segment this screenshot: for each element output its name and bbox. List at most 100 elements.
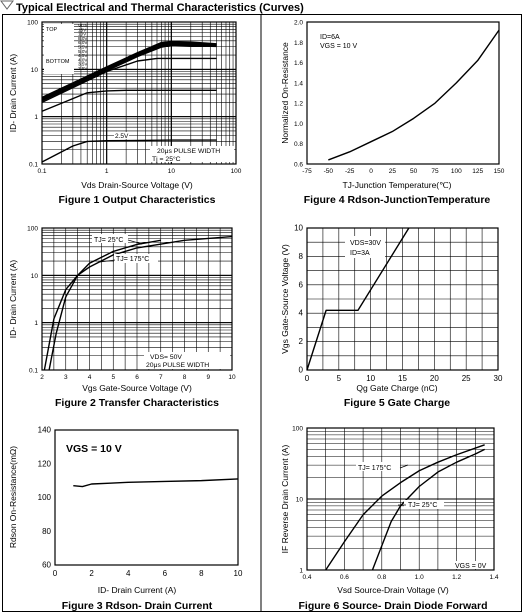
x-tick-label: 100 (231, 168, 242, 175)
legend-entry: VGS (78, 23, 88, 28)
x-tick-label: 25 (389, 168, 397, 175)
x-tick-label: 4 (126, 569, 131, 578)
annotation: ID=6A (320, 34, 340, 41)
x-tick-label: 1.2 (452, 574, 461, 581)
series-line-0 (325, 444, 485, 571)
chart-fig3: 0 2 4 6 8 10 60 80 100 120 140 ID- Drain Current (A… (8, 426, 243, 613)
grid (306, 427, 495, 571)
chart-fig6: 0.4 0.6 0.8 1.0 1.2 1.4 1 10 100 Vsd Source-Drain… (280, 426, 499, 613)
page-frame (2, 14, 522, 612)
series-line-1 (43, 235, 233, 371)
y-tick-label: 0 (299, 366, 304, 375)
legend-entry: 10V (78, 32, 87, 37)
plot-frame (41, 227, 233, 371)
x-axis-label: TJ-Junction Temperature(℃) (342, 180, 451, 190)
chart-fig2: 2 3 4 5 6 7 8 9 10 0.1 1 10 100 Vgs Gate-Source Volta… (8, 226, 236, 410)
dropdown-arrow-icon[interactable] (0, 0, 14, 10)
y-tick-label: 1.4 (294, 80, 303, 87)
y-tick-label: 10 (296, 497, 304, 504)
figure-caption: Figure 5 Gate Charge (344, 397, 450, 409)
figure-caption: Figure 6 Source- Drain Diode Forward (298, 600, 487, 612)
legend-entry: 4.5V (78, 53, 88, 58)
x-tick-label: 0.1 (37, 168, 46, 175)
legend-entry: 3.5V (78, 62, 88, 67)
series-line-4 (41, 57, 217, 104)
plot-frame (306, 21, 500, 165)
y-tick-label: 100 (27, 226, 38, 233)
series-line-1 (371, 448, 485, 571)
series-line-0 (306, 227, 410, 371)
x-tick-label: 0.8 (377, 574, 386, 581)
plot-frame (306, 227, 499, 371)
x-tick-label: 50 (410, 168, 418, 175)
y-axis-label: Rdson On-Resistance(mΩ) (8, 446, 18, 548)
annotation: TJ= 25°C (408, 501, 437, 509)
page-title: Typical Electrical and Thermal Character… (16, 2, 304, 14)
y-tick-label: 4 (299, 309, 304, 318)
y-axis-label: Normalized On-Resistance (280, 42, 290, 144)
figure-caption: Figure 2 Transfer Characteristics (55, 397, 219, 409)
y-tick-label: 100 (292, 426, 303, 433)
annotation: TJ= 175°C (358, 464, 391, 472)
y-axis-label: ID- Drain Current (A) (8, 54, 18, 133)
y-tick-label: 60 (42, 561, 51, 570)
grid (41, 227, 233, 371)
x-tick-label: 1.0 (415, 574, 424, 581)
x-tick-label: 25 (462, 374, 471, 383)
y-tick-label: 6 (299, 280, 304, 289)
plot-frame (41, 21, 237, 165)
x-tick-label: 5 (111, 374, 115, 381)
y-tick-label: 140 (38, 426, 52, 435)
y-tick-label: 2 (299, 337, 304, 346)
y-tick-label: 10 (31, 67, 39, 74)
y-tick-label: 100 (38, 493, 52, 502)
figure-caption: Figure 3 Rdson- Drain Current (62, 600, 213, 612)
figure-caption: Figure 4 Rdson-JunctionTemperature (304, 194, 491, 206)
legend-entry: 2.5V (78, 66, 88, 71)
x-tick-label: 5 (337, 374, 342, 383)
legend-entry: 15V (78, 27, 87, 32)
legend-entry: 8.0V (78, 36, 88, 41)
x-tick-label: -50 (324, 168, 334, 175)
series-line-6 (41, 139, 217, 163)
plot-frame (306, 427, 495, 571)
series-line-3 (41, 43, 217, 102)
x-axis-label: Vsd Source-Drain Voltage (V) (337, 585, 449, 595)
annotation: ID=3A (350, 250, 370, 257)
annotation: VDS= 50V (150, 354, 182, 361)
chart-fig1: 0.1 1 10 100 0.1 1 10 100 Vds Drain-Source Volta… (8, 20, 242, 207)
x-tick-label: 9 (206, 374, 210, 381)
x-tick-label: 6 (135, 374, 139, 381)
x-tick-label: 10 (234, 569, 243, 578)
y-tick-label: 100 (27, 20, 38, 27)
y-tick-label: 0.1 (29, 368, 38, 375)
annotation: VGS = 10 V (320, 43, 357, 50)
x-axis-label: Qg Gate Charge (nC) (356, 383, 437, 393)
plot-frame (54, 429, 239, 566)
x-tick-label: 2 (40, 374, 44, 381)
x-tick-label: 0.6 (340, 574, 349, 581)
x-tick-label: 125 (472, 168, 483, 175)
legend-bottom-label: BOTTOM (46, 59, 70, 65)
y-axis-label: ID- Drain Current (A) (8, 260, 18, 339)
y-tick-label: 1.2 (294, 101, 303, 108)
x-tick-label: 10 (228, 374, 236, 381)
y-tick-label: 1 (34, 320, 38, 327)
y-tick-label: 2.0 (294, 20, 303, 27)
x-tick-label: 100 (451, 168, 462, 175)
annotation: 2.5V (115, 133, 129, 140)
annotation: 20μs PULSE WIDTH (146, 362, 209, 369)
x-tick-label: 0 (305, 374, 310, 383)
legend-top-label: TOP (46, 27, 58, 33)
x-tick-label: 7 (159, 374, 163, 381)
x-tick-label: 4 (88, 374, 92, 381)
y-tick-label: 120 (38, 459, 52, 468)
y-tick-label: 10 (31, 273, 39, 280)
x-tick-label: 30 (494, 374, 503, 383)
x-tick-label: 6 (163, 569, 168, 578)
x-axis-label: Vgs Gate-Source Voltage (V) (82, 383, 192, 393)
x-tick-label: 10 (168, 168, 176, 175)
x-tick-label: 150 (494, 168, 505, 175)
